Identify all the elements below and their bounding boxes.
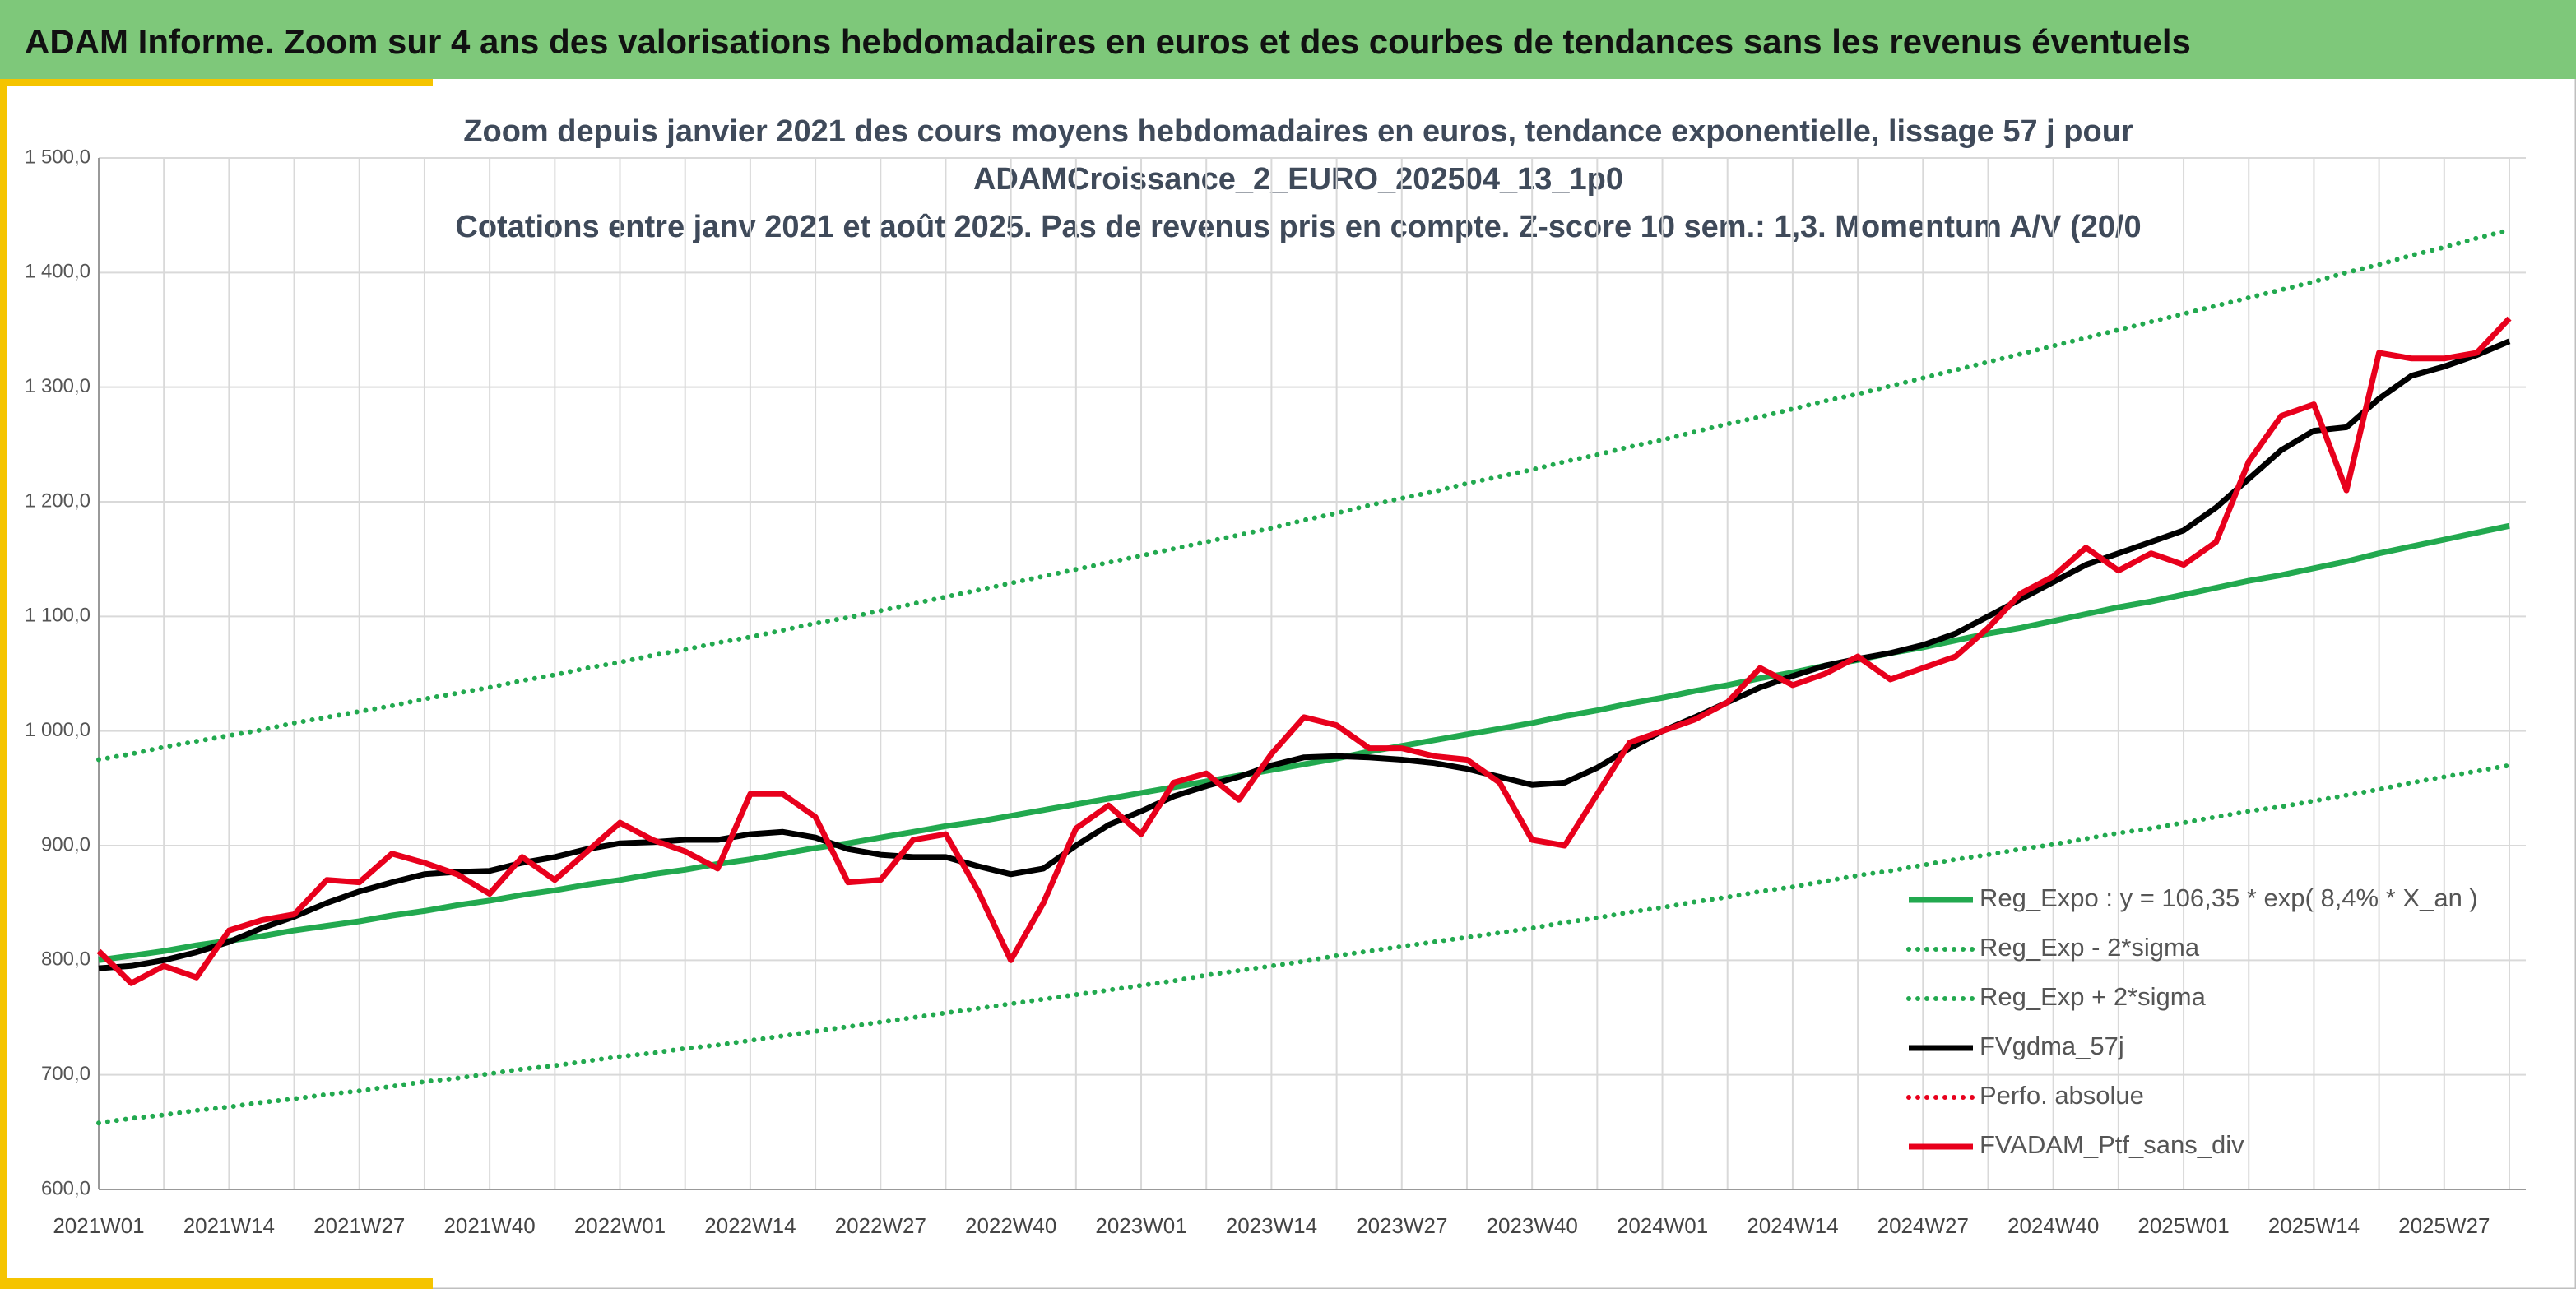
accent xyxy=(0,79,433,86)
legend-label: FVADAM_Ptf_sans_div xyxy=(1980,1130,2244,1159)
legend-label: Reg_Expo : y = 106,35 * exp( 8,4% * X_an… xyxy=(1980,883,2478,912)
x-tick-label: 2024W14 xyxy=(1747,1213,1838,1238)
x-tick-label: 2025W14 xyxy=(2268,1213,2360,1238)
y-tick-label: 800,0 xyxy=(41,948,91,971)
x-tick-label: 2022W14 xyxy=(704,1213,796,1238)
header-bar xyxy=(0,0,2576,79)
y-tick-label: 1 400,0 xyxy=(25,261,91,283)
chart-title: Cotations entre janv 2021 et août 2025. … xyxy=(455,210,2141,244)
y-tick-label: 600,0 xyxy=(41,1177,91,1199)
x-tick-label: 2022W40 xyxy=(965,1213,1056,1238)
x-tick-label: 2023W14 xyxy=(1226,1213,1317,1238)
series-line xyxy=(98,338,2511,971)
x-tick-label: 2021W01 xyxy=(53,1213,144,1238)
series-line xyxy=(96,227,2512,763)
chart-title: Zoom depuis janvier 2021 des cours moyen… xyxy=(463,114,2133,149)
x-tick-label: 2023W01 xyxy=(1095,1213,1186,1238)
y-tick-label: 1 500,0 xyxy=(25,146,91,168)
x-tick-label: 2025W27 xyxy=(2398,1213,2490,1238)
x-tick-label: 2025W01 xyxy=(2137,1213,2229,1238)
legend-label: Perfo. absolue xyxy=(1980,1081,2144,1110)
x-tick-label: 2023W27 xyxy=(1356,1213,1447,1238)
legend-label: FVgdma_57j xyxy=(1980,1032,2124,1060)
x-tick-label: 2024W40 xyxy=(2007,1213,2099,1238)
accent xyxy=(0,79,7,1280)
x-tick-label: 2022W27 xyxy=(835,1213,926,1238)
x-tick-label: 2023W40 xyxy=(1487,1213,1578,1238)
series-line xyxy=(96,316,2512,986)
y-tick-label: 700,0 xyxy=(41,1063,91,1085)
accent xyxy=(0,1278,433,1289)
legend-label: Reg_Exp - 2*sigma xyxy=(1980,933,2200,962)
x-tick-label: 2024W27 xyxy=(1877,1213,1969,1238)
legend-label: Reg_Exp + 2*sigma xyxy=(1980,982,2207,1011)
x-tick-label: 2024W01 xyxy=(1617,1213,1708,1238)
x-tick-label: 2021W27 xyxy=(313,1213,405,1238)
chart-title: ADAMCroissance_2_EURO_202504_13_1p0 xyxy=(973,162,1623,197)
series-line xyxy=(98,522,2510,963)
y-tick-label: 900,0 xyxy=(41,833,91,855)
y-tick-label: 1 300,0 xyxy=(25,375,91,397)
y-tick-label: 1 200,0 xyxy=(25,489,91,512)
page-title: ADAM Informe. Zoom sur 4 ans des valoris… xyxy=(25,22,2191,61)
y-tick-label: 1 100,0 xyxy=(25,605,91,627)
x-tick-label: 2022W01 xyxy=(574,1213,666,1238)
y-tick-label: 1 000,0 xyxy=(25,719,91,741)
series-line xyxy=(96,763,2512,1126)
x-tick-label: 2021W40 xyxy=(443,1213,535,1238)
x-tick-label: 2021W14 xyxy=(183,1213,275,1238)
